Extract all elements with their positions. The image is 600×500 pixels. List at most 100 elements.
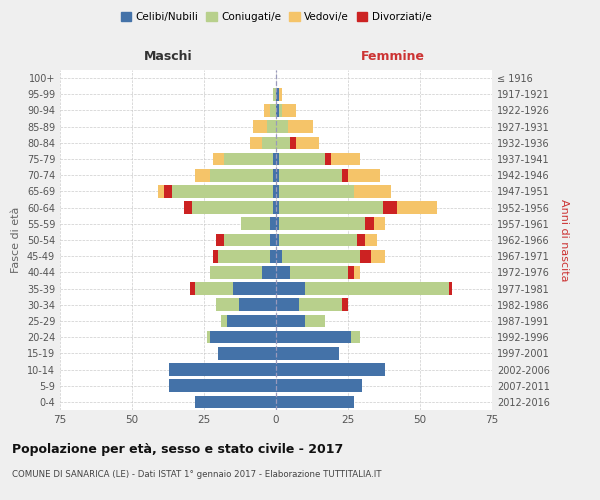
Bar (273, 185, 276, 198)
Bar (276, 218, 279, 230)
Bar (348, 169, 380, 181)
Bar (276, 380, 362, 392)
Bar (276, 363, 385, 376)
Y-axis label: Fasce di età: Fasce di età (11, 207, 21, 273)
Bar (262, 136, 276, 149)
Bar (290, 266, 348, 278)
Bar (172, 185, 273, 198)
Bar (279, 218, 365, 230)
Bar (253, 120, 268, 133)
Bar (210, 331, 276, 344)
Bar (276, 120, 287, 133)
Bar (276, 185, 279, 198)
Bar (164, 185, 172, 198)
Bar (279, 202, 383, 214)
Bar (276, 331, 351, 344)
Bar (169, 380, 276, 392)
Text: Femmine: Femmine (361, 50, 425, 62)
Bar (158, 185, 164, 198)
Bar (233, 282, 276, 295)
Bar (218, 250, 270, 262)
Bar (212, 250, 218, 262)
Bar (356, 234, 365, 246)
Bar (365, 234, 377, 246)
Bar (270, 250, 276, 262)
Bar (270, 104, 276, 117)
Bar (354, 266, 359, 278)
Bar (196, 282, 233, 295)
Bar (282, 250, 359, 262)
Bar (383, 202, 397, 214)
Bar (279, 234, 356, 246)
Bar (276, 266, 290, 278)
Bar (184, 202, 193, 214)
Text: Maschi: Maschi (143, 50, 193, 62)
Bar (196, 396, 276, 408)
Bar (331, 152, 359, 166)
Bar (296, 136, 319, 149)
Bar (276, 88, 279, 101)
Bar (348, 266, 354, 278)
Bar (287, 120, 313, 133)
Text: Popolazione per età, sesso e stato civile - 2017: Popolazione per età, sesso e stato civil… (12, 442, 343, 456)
Bar (224, 234, 270, 246)
Bar (210, 266, 262, 278)
Bar (210, 169, 273, 181)
Bar (279, 152, 325, 166)
Bar (262, 266, 276, 278)
Bar (276, 169, 279, 181)
Bar (359, 250, 371, 262)
Bar (268, 120, 276, 133)
Bar (218, 347, 276, 360)
Bar (365, 218, 374, 230)
Bar (354, 185, 391, 198)
Bar (449, 282, 452, 295)
Bar (239, 298, 276, 311)
Bar (299, 298, 342, 311)
Bar (190, 282, 196, 295)
Bar (342, 169, 348, 181)
Bar (215, 298, 239, 311)
Text: COMUNE DI SANARICA (LE) - Dati ISTAT 1° gennaio 2017 - Elaborazione TUTTITALIA.I: COMUNE DI SANARICA (LE) - Dati ISTAT 1° … (12, 470, 382, 479)
Bar (276, 152, 279, 166)
Bar (270, 218, 276, 230)
Bar (227, 314, 276, 328)
Bar (193, 202, 273, 214)
Bar (279, 104, 282, 117)
Bar (276, 396, 354, 408)
Bar (250, 136, 262, 149)
Bar (276, 298, 299, 311)
Bar (276, 282, 305, 295)
Bar (276, 104, 279, 117)
Bar (224, 152, 273, 166)
Bar (276, 347, 340, 360)
Bar (279, 88, 282, 101)
Bar (215, 234, 224, 246)
Bar (374, 218, 385, 230)
Bar (273, 169, 276, 181)
Bar (305, 314, 325, 328)
Bar (276, 250, 282, 262)
Bar (212, 152, 224, 166)
Bar (397, 202, 437, 214)
Bar (279, 185, 354, 198)
Bar (241, 218, 270, 230)
Bar (282, 104, 296, 117)
Y-axis label: Anni di nascita: Anni di nascita (559, 198, 569, 281)
Bar (371, 250, 385, 262)
Legend: Celibi/Nubili, Coniugati/e, Vedovi/e, Divorziati/e: Celibi/Nubili, Coniugati/e, Vedovi/e, Di… (116, 8, 436, 26)
Bar (351, 331, 359, 344)
Bar (342, 298, 348, 311)
Bar (169, 363, 276, 376)
Bar (276, 314, 305, 328)
Bar (273, 88, 276, 101)
Bar (273, 152, 276, 166)
Bar (273, 202, 276, 214)
Bar (276, 234, 279, 246)
Bar (279, 169, 342, 181)
Bar (221, 314, 227, 328)
Bar (305, 282, 449, 295)
Bar (276, 136, 290, 149)
Bar (265, 104, 270, 117)
Bar (276, 202, 279, 214)
